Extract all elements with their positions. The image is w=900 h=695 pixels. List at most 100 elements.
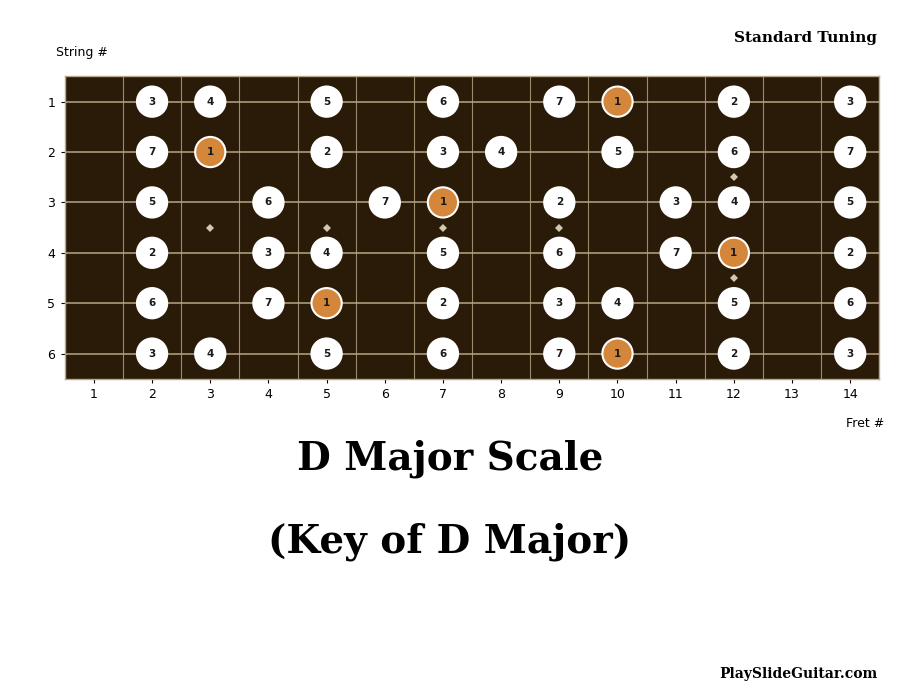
Text: 3: 3	[847, 349, 854, 359]
Text: PlaySlideGuitar.com: PlaySlideGuitar.com	[719, 667, 878, 681]
Text: 4: 4	[323, 248, 330, 258]
Ellipse shape	[661, 188, 691, 218]
Text: 7: 7	[555, 97, 563, 106]
Ellipse shape	[311, 87, 342, 117]
Ellipse shape	[195, 137, 225, 167]
Text: 3: 3	[847, 97, 854, 106]
Text: 6: 6	[148, 298, 156, 308]
Text: 4: 4	[207, 349, 214, 359]
Text: 3: 3	[148, 349, 156, 359]
Text: 2: 2	[148, 248, 156, 258]
Ellipse shape	[311, 288, 342, 318]
Ellipse shape	[428, 338, 458, 369]
Ellipse shape	[311, 137, 342, 167]
Ellipse shape	[719, 338, 749, 369]
Ellipse shape	[835, 288, 865, 318]
Ellipse shape	[311, 238, 342, 268]
Ellipse shape	[544, 188, 574, 218]
Text: 2: 2	[730, 97, 737, 106]
Text: 4: 4	[730, 197, 737, 207]
Ellipse shape	[137, 238, 167, 268]
Text: 3: 3	[439, 147, 446, 157]
Text: 3: 3	[265, 248, 272, 258]
Ellipse shape	[602, 87, 633, 117]
Ellipse shape	[719, 87, 749, 117]
Ellipse shape	[544, 338, 574, 369]
Text: 3: 3	[672, 197, 680, 207]
Ellipse shape	[195, 338, 225, 369]
Ellipse shape	[486, 137, 517, 167]
Text: 7: 7	[265, 298, 272, 308]
Ellipse shape	[835, 338, 865, 369]
Text: 1: 1	[323, 298, 330, 308]
Ellipse shape	[253, 288, 284, 318]
Text: 7: 7	[381, 197, 389, 207]
Text: 6: 6	[847, 298, 854, 308]
Text: 3: 3	[148, 97, 156, 106]
Text: 2: 2	[730, 349, 737, 359]
Ellipse shape	[253, 188, 284, 218]
Ellipse shape	[137, 87, 167, 117]
Ellipse shape	[719, 288, 749, 318]
Ellipse shape	[137, 338, 167, 369]
Text: 1: 1	[207, 147, 214, 157]
Ellipse shape	[544, 288, 574, 318]
Ellipse shape	[428, 137, 458, 167]
Text: 2: 2	[439, 298, 446, 308]
Text: 5: 5	[148, 197, 156, 207]
Text: 5: 5	[730, 298, 737, 308]
Text: 1: 1	[614, 97, 621, 106]
Ellipse shape	[137, 188, 167, 218]
Text: 2: 2	[323, 147, 330, 157]
Text: 1: 1	[730, 248, 737, 258]
Ellipse shape	[719, 238, 749, 268]
Text: Standard Tuning: Standard Tuning	[734, 31, 878, 45]
Text: 6: 6	[555, 248, 562, 258]
Text: 6: 6	[265, 197, 272, 207]
Text: 6: 6	[439, 349, 446, 359]
Text: String #: String #	[56, 46, 108, 59]
Ellipse shape	[370, 188, 400, 218]
Ellipse shape	[835, 188, 865, 218]
Text: 7: 7	[555, 349, 563, 359]
Text: 1: 1	[439, 197, 446, 207]
Text: 2: 2	[847, 248, 854, 258]
Ellipse shape	[661, 238, 691, 268]
Text: 5: 5	[847, 197, 854, 207]
Text: 5: 5	[439, 248, 446, 258]
Ellipse shape	[195, 87, 225, 117]
Ellipse shape	[602, 137, 633, 167]
Text: 4: 4	[498, 147, 505, 157]
Text: 4: 4	[614, 298, 621, 308]
Text: 4: 4	[207, 97, 214, 106]
Ellipse shape	[602, 288, 633, 318]
Ellipse shape	[719, 137, 749, 167]
Ellipse shape	[137, 288, 167, 318]
Text: 3: 3	[555, 298, 562, 308]
Ellipse shape	[428, 288, 458, 318]
Text: D Major Scale: D Major Scale	[297, 439, 603, 478]
Ellipse shape	[137, 137, 167, 167]
Ellipse shape	[719, 188, 749, 218]
Ellipse shape	[835, 238, 865, 268]
Text: 7: 7	[847, 147, 854, 157]
Text: 1: 1	[614, 349, 621, 359]
Text: Fret #: Fret #	[846, 417, 884, 430]
Ellipse shape	[428, 188, 458, 218]
Ellipse shape	[311, 338, 342, 369]
Ellipse shape	[544, 87, 574, 117]
Ellipse shape	[428, 87, 458, 117]
Ellipse shape	[602, 338, 633, 369]
Ellipse shape	[835, 87, 865, 117]
Text: 5: 5	[323, 349, 330, 359]
Text: 2: 2	[555, 197, 562, 207]
Ellipse shape	[835, 137, 865, 167]
Text: 6: 6	[730, 147, 737, 157]
Text: 7: 7	[672, 248, 680, 258]
Text: 6: 6	[439, 97, 446, 106]
Text: 5: 5	[323, 97, 330, 106]
Ellipse shape	[428, 238, 458, 268]
Ellipse shape	[253, 238, 284, 268]
Ellipse shape	[544, 238, 574, 268]
Text: (Key of D Major): (Key of D Major)	[268, 523, 632, 562]
